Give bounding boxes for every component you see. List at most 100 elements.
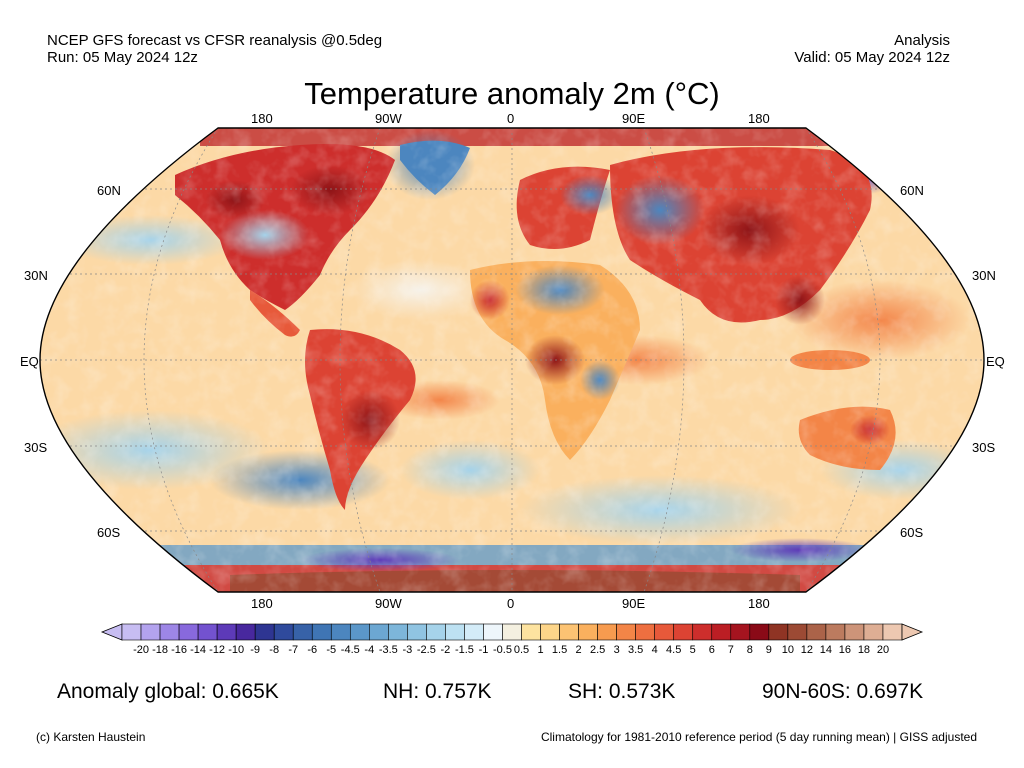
lon-label-bottom-90e: 90E (622, 596, 646, 611)
anomaly-field (40, 128, 984, 592)
colorbar-swatch (254, 623, 275, 641)
colorbar-tick-label: 18 (858, 644, 870, 656)
colorbar-tick-label: 1 (537, 644, 543, 656)
colorbar-swatch (483, 623, 503, 641)
colorbar-swatch (616, 623, 636, 641)
lat-label-left-30n: 30N (24, 268, 48, 283)
colorbar-swatch (863, 623, 884, 641)
colorbar-tick-label: 3 (614, 644, 620, 656)
colorbar-swatch (388, 623, 408, 641)
colorbar-tick-label: 14 (820, 644, 832, 656)
colorbar-swatch (597, 623, 617, 641)
colorbar-tick-label: -2.5 (417, 644, 436, 656)
colorbar-tick-label: 1.5 (552, 644, 567, 656)
colorbar-tick-label: 16 (839, 644, 851, 656)
lon-label-bottom-180w: 180 (251, 596, 273, 611)
colorbar-swatch (711, 623, 732, 641)
colorbar-swatch (882, 623, 903, 641)
lon-label-top-180w: 180 (251, 111, 273, 126)
colorbar-tick-label: -4 (364, 644, 374, 656)
lat-label-right-30s: 30S (972, 440, 996, 455)
colorbar-tick-label: -6 (307, 644, 317, 656)
colorbar-tick-label: 3.5 (628, 644, 643, 656)
colorbar-tick-label: -3 (402, 644, 412, 656)
stat-sh-anomaly: SH: 0.573K (568, 680, 676, 703)
colorbar-tick-label: -5 (326, 644, 336, 656)
lat-label-right-30n: 30N (972, 268, 996, 283)
colorbar-swatch (540, 623, 560, 641)
lat-label-right-60s: 60S (900, 525, 924, 540)
colorbar-swatch (159, 623, 180, 641)
footer-credit: (c) Karsten Haustein (36, 730, 146, 744)
lon-label-top-90e: 90E (622, 111, 646, 126)
colorbar-tick-label: -2 (441, 644, 451, 656)
lat-label-right-eq: EQ (986, 354, 1005, 369)
colorbar-swatch (768, 623, 789, 641)
colorbar-tick-label: 10 (782, 644, 794, 656)
colorbar-tick-label: 9 (766, 644, 772, 656)
colorbar-swatch (197, 623, 218, 641)
lat-label-left-30s: 30S (24, 440, 48, 455)
lat-label-left-60n: 60N (97, 183, 121, 198)
colorbar-swatch (369, 623, 389, 641)
colorbar-tick-label: 7 (728, 644, 734, 656)
colorbar-swatch (330, 623, 351, 641)
colorbar-swatch (635, 623, 655, 641)
colorbar-swatch (292, 623, 313, 641)
colorbar-tick-label: 8 (747, 644, 753, 656)
colorbar-swatch (730, 623, 751, 641)
colorbar-tick-label: -8 (269, 644, 279, 656)
colorbar-swatch (521, 623, 541, 641)
colorbar-tick-label: 0.5 (514, 644, 529, 656)
colorbar-swatch (673, 623, 694, 641)
colorbar-swatch (692, 623, 713, 641)
lon-label-top-180e: 180 (748, 111, 770, 126)
page-title: Temperature anomaly 2m (°C) (304, 76, 720, 111)
colorbar-tick-label: 2 (576, 644, 582, 656)
colorbar-swatch (140, 623, 161, 641)
colorbar-swatch (216, 623, 237, 641)
graticule (40, 128, 984, 592)
colorbar-arrow-right (901, 623, 924, 641)
colorbar-swatch (578, 623, 598, 641)
colorbar-swatch (749, 623, 770, 641)
header-run-time: Run: 05 May 2024 12z (47, 49, 198, 66)
colorbar-swatch (502, 623, 522, 641)
header-analysis: Analysis (894, 32, 950, 49)
stat-nh-anomaly: NH: 0.757K (383, 680, 492, 703)
colorbar: -20 -18 -16 -14 -12 -10 -9 -8 -7 -6 -5 -4.5 -4 -3.5 -3… (100, 623, 924, 656)
colorbar-tick-label: 5 (690, 644, 696, 656)
colorbar-swatch (407, 623, 427, 641)
lon-label-top-0: 0 (507, 111, 515, 126)
lon-label-bottom-90w: 90W (375, 596, 402, 611)
colorbar-swatch (844, 623, 865, 641)
colorbar-tick-label: 12 (801, 644, 813, 656)
header-model-description: NCEP GFS forecast vs CFSR reanalysis @0.… (47, 32, 383, 49)
colorbar-tick-label: 2.5 (590, 644, 605, 656)
lat-label-right-60n: 60N (900, 183, 924, 198)
colorbar-swatch (654, 623, 675, 641)
colorbar-swatch (311, 623, 332, 641)
colorbar-tick-label: -14 (190, 644, 206, 656)
lat-label-left-eq: EQ (20, 354, 39, 369)
colorbar-tick-label: -1 (479, 644, 489, 656)
colorbar-swatch (445, 623, 465, 641)
colorbar-tick-label: -20 (133, 644, 149, 656)
stat-global-anomaly: Anomaly global: 0.665K (57, 680, 279, 703)
stat-90n-60s-anomaly: 90N-60S: 0.697K (762, 680, 924, 703)
colorbar-swatch (787, 623, 808, 641)
colorbar-swatch (464, 623, 484, 641)
lon-label-top-90w: 90W (375, 111, 402, 126)
lon-label-bottom-0: 0 (507, 596, 515, 611)
colorbar-swatch (178, 623, 199, 641)
colorbar-tick-label: 20 (877, 644, 889, 656)
colorbar-tick-label: -4.5 (341, 644, 360, 656)
colorbar-tick-label: 6 (709, 644, 715, 656)
colorbar-tick-label: -16 (171, 644, 187, 656)
lon-label-bottom-180e: 180 (748, 596, 770, 611)
colorbar-tick-label: -1.5 (455, 644, 474, 656)
colorbar-arrow-left (100, 623, 123, 641)
colorbar-tick-label: -0.5 (493, 644, 512, 656)
footer-climatology-note: Climatology for 1981-2010 reference peri… (540, 730, 977, 744)
colorbar-swatch (825, 623, 846, 641)
